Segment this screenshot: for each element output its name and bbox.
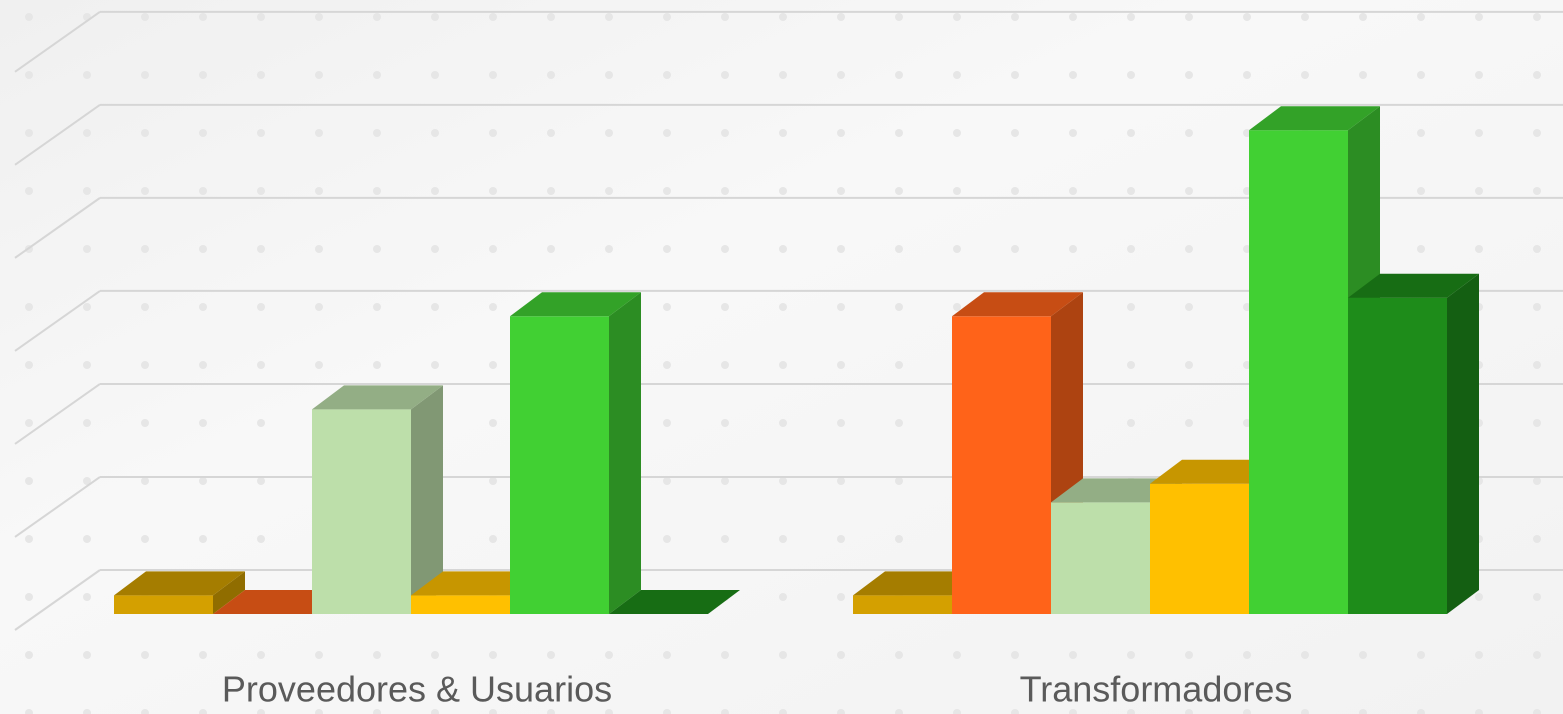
- bar-side: [609, 292, 641, 614]
- bar-top: [213, 590, 344, 614]
- grid-line-side: [14, 104, 101, 166]
- bar: [1150, 483, 1249, 614]
- bar-top: [1249, 106, 1380, 131]
- bar-3d: [1348, 273, 1479, 614]
- grid-line-side: [14, 476, 101, 538]
- grid-line-side: [14, 383, 101, 445]
- category-label: Proveedores & Usuarios: [222, 669, 612, 710]
- bars: [114, 106, 1479, 614]
- grid-line-side: [14, 11, 101, 73]
- bar-side: [1447, 273, 1479, 614]
- category-label: Transformadores: [1020, 669, 1293, 710]
- bar-top: [1051, 478, 1182, 503]
- bar-top: [114, 571, 245, 596]
- bar: [312, 409, 411, 614]
- bar: [1051, 502, 1150, 614]
- grid-line-side: [14, 290, 101, 352]
- grid-line-side: [14, 197, 101, 259]
- bar: [1249, 130, 1348, 614]
- grid-line-side: [14, 569, 101, 631]
- bar-top: [1150, 459, 1281, 484]
- bar-3d: [609, 590, 740, 614]
- bar-side: [411, 385, 443, 614]
- bar-top: [1348, 273, 1479, 298]
- bar: [952, 316, 1051, 614]
- bar-top: [312, 385, 443, 410]
- bar-top: [952, 292, 1083, 317]
- bar-top: [510, 292, 641, 317]
- bar-3d: [213, 590, 344, 614]
- bar: [114, 595, 213, 614]
- bar: [510, 316, 609, 614]
- bar-3d: [114, 571, 245, 614]
- bar-3d: [510, 292, 641, 614]
- bar-top: [609, 590, 740, 614]
- bar-side: [213, 571, 245, 614]
- bar: [411, 595, 510, 614]
- bar-top: [411, 571, 542, 596]
- bar-top: [853, 571, 984, 596]
- bar: [1348, 297, 1447, 614]
- bar: [853, 595, 952, 614]
- bar-3d: [312, 385, 443, 614]
